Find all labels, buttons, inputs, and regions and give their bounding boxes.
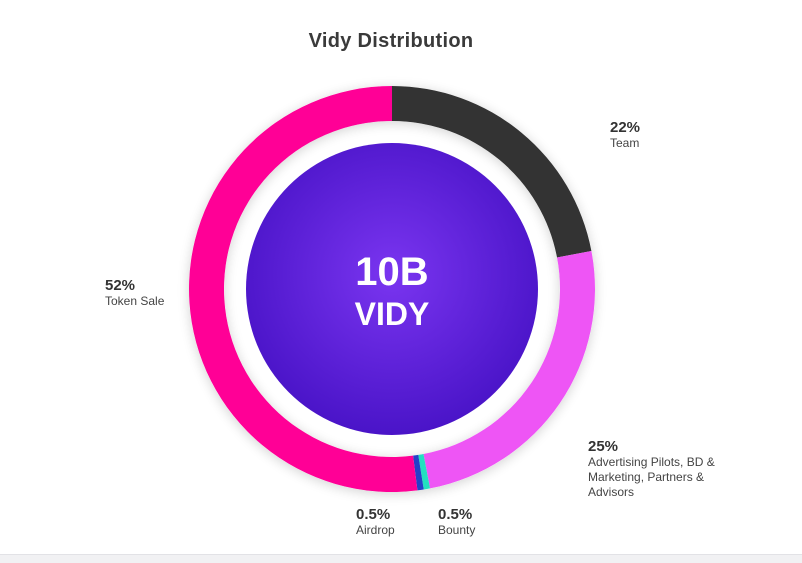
slice-percent-bounty: 0.5% <box>438 506 473 523</box>
slice-name-bounty: Bounty <box>438 523 476 537</box>
slice-name-token-sale: Token Sale <box>105 294 165 308</box>
slice-percent-token-sale: 52% <box>105 277 136 294</box>
slice-percent-team: 22% <box>610 119 641 136</box>
donut-slice-advertising-pilots-bd-marketing-partners-advisors <box>423 250 595 489</box>
donut-slice-airdrop <box>413 454 424 491</box>
slice-percent-airdrop: 0.5% <box>356 506 391 523</box>
slice-name-advertising: Advertising Pilots, BD & Marketing, Part… <box>588 455 715 499</box>
donut-slice-team <box>392 86 592 258</box>
slice-name-team: Team <box>610 136 640 150</box>
center-circle <box>246 143 538 435</box>
slice-label-team: 22% Team <box>610 119 640 151</box>
slice-percent-advertising: 25% <box>588 438 619 455</box>
chart-title: Vidy Distribution <box>308 30 474 52</box>
center-unit-label: VIDY <box>355 296 430 332</box>
donut-slices <box>189 86 595 492</box>
slice-label-token-sale: 52% Token Sale <box>105 277 164 309</box>
slice-name-airdrop: Airdrop <box>356 523 395 537</box>
donut-slice-bounty <box>418 454 431 490</box>
slice-label-bounty: 0.5% Bounty <box>438 506 475 538</box>
slice-label-airdrop: 0.5% Airdrop <box>356 506 395 538</box>
page-bottom-bar <box>0 554 802 563</box>
slice-label-advertising: 25% Advertising Pilots, BD & Marketing, … <box>588 438 748 500</box>
donut-slice-token-sale <box>189 86 418 492</box>
center-total-value: 10B <box>355 250 428 294</box>
